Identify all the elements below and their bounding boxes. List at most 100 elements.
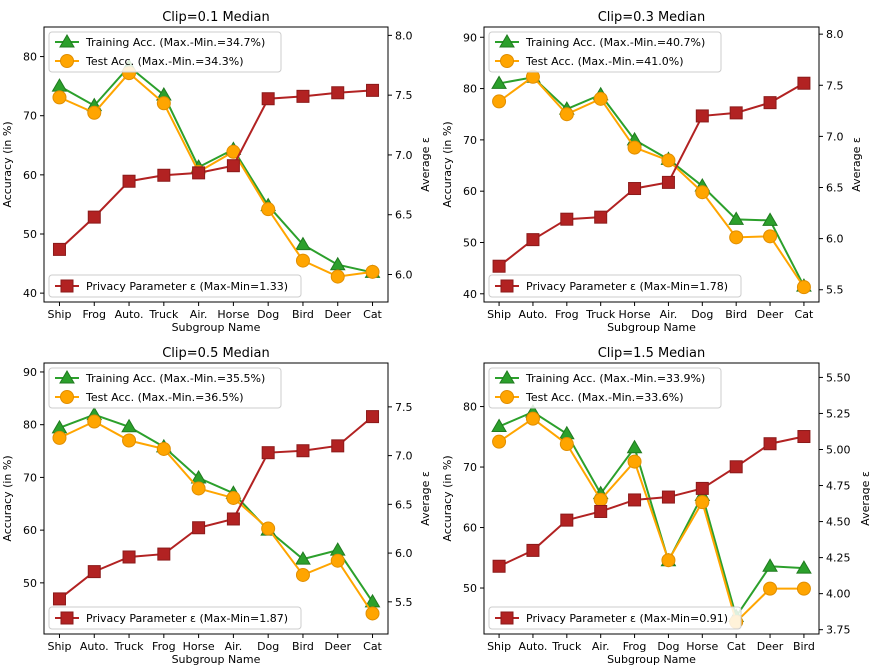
- chart-title: Clip=0.3 Median: [598, 10, 706, 25]
- data-point: [330, 553, 345, 568]
- data-point: [261, 446, 275, 460]
- y-tick-label: 50: [463, 582, 477, 595]
- series-line: [498, 435, 805, 568]
- x-tick-label: Air.: [225, 640, 243, 653]
- legend-entry: Test Acc. (Max.-Min.=36.5%): [85, 391, 244, 404]
- y-axis-label: Accuracy (in %): [1, 121, 14, 207]
- y-tick-label: 80: [23, 51, 37, 64]
- y-tick-label: 90: [463, 31, 477, 44]
- data-point: [492, 94, 507, 109]
- x-tick-label: Dog: [691, 308, 713, 321]
- y-tick-label: 50: [23, 228, 37, 241]
- data-point: [661, 490, 675, 504]
- data-point: [558, 425, 575, 440]
- y2-tick-label: 7.5: [395, 89, 413, 102]
- legend-marker: [499, 34, 515, 48]
- data-point: [295, 551, 311, 565]
- legend-entry: Training Acc. (Max.-Min.=35.5%): [85, 372, 265, 385]
- legend-entry: Test Acc. (Max.-Min.=34.3%): [85, 55, 244, 68]
- y-tick-label: 80: [463, 83, 477, 96]
- legend-marker: [500, 390, 514, 404]
- data-point: [52, 242, 66, 256]
- series-2: [52, 414, 380, 621]
- data-point: [261, 521, 276, 536]
- y-tick-label: 80: [463, 401, 477, 414]
- data-point: [593, 492, 608, 507]
- plot-frame: [43, 362, 389, 635]
- x-tick-label: Frog: [152, 640, 176, 653]
- chart-panel-3: Clip=0.5 Median Ship Auto. Truck Frog Horse Ai…: [1, 346, 432, 666]
- x-tick-label: Cat: [363, 308, 382, 321]
- legend-entry: Training Acc. (Max.-Min.=40.7%): [525, 36, 705, 49]
- data-point: [365, 264, 380, 279]
- y2-tick-label: 5.5: [826, 284, 844, 297]
- x-tick-label: Bird: [292, 640, 314, 653]
- plot-frame: [483, 26, 820, 303]
- data-point: [157, 168, 171, 182]
- data-point: [492, 434, 507, 449]
- series-line: [59, 413, 374, 603]
- series-line: [58, 65, 373, 274]
- y-tick-label: 50: [463, 236, 477, 249]
- x-tick-label: Auto.: [80, 640, 109, 653]
- data-point: [492, 559, 506, 573]
- data-point: [695, 481, 709, 495]
- data-point: [797, 430, 811, 444]
- y-tick-label: 70: [23, 471, 37, 484]
- x-tick-label: Truck: [551, 640, 582, 653]
- plot-frame: [43, 26, 389, 303]
- y-tick-label: 80: [23, 419, 37, 432]
- x-tick-label: Frog: [82, 308, 106, 321]
- x-tick-label: Horse: [686, 640, 718, 653]
- legend-box: [48, 31, 282, 73]
- x-axis-label: Subgroup Name: [607, 653, 696, 666]
- x-tick-label: Air.: [660, 308, 678, 321]
- data-point: [661, 153, 676, 168]
- data-point: [763, 437, 777, 451]
- y2-tick-label: 4.00: [826, 588, 851, 601]
- data-point: [729, 460, 743, 474]
- data-point: [695, 495, 710, 510]
- legend-top: Training Acc. (Max.-Min.=34.7%) Test Acc.…: [48, 31, 282, 73]
- x-tick-label: Dog: [257, 640, 279, 653]
- data-point: [796, 280, 811, 295]
- data-point: [156, 96, 171, 111]
- data-point: [87, 105, 102, 120]
- y-tick-label: 90: [23, 366, 37, 379]
- data-point: [191, 481, 206, 496]
- data-point: [331, 439, 345, 453]
- data-point: [261, 92, 275, 106]
- data-point: [296, 89, 310, 103]
- legend-bottom: Privacy Parameter ε (Max-Min=0.91): [488, 606, 742, 630]
- series-3: [52, 83, 380, 256]
- data-point: [52, 592, 66, 606]
- y2-axis-label: Average ε: [859, 471, 870, 526]
- data-point: [763, 229, 778, 244]
- series-2: [492, 69, 811, 295]
- data-point: [762, 212, 778, 226]
- plot-frame: [483, 362, 820, 635]
- y2-tick-label: 5.5: [395, 596, 413, 609]
- legend-bottom: Privacy Parameter ε (Max-Min=1.78): [488, 274, 742, 298]
- data-point: [192, 521, 206, 535]
- x-tick-label: Dog: [657, 640, 679, 653]
- data-point: [329, 542, 346, 556]
- x-tick-label: Auto.: [519, 640, 548, 653]
- y2-tick-label: 6.0: [826, 233, 844, 246]
- y2-tick-label: 7.0: [395, 149, 413, 162]
- x-tick-label: Air.: [592, 640, 610, 653]
- data-point: [593, 91, 608, 106]
- x-tick-label: Deer: [324, 640, 351, 653]
- y2-tick-label: 7.0: [395, 450, 413, 463]
- data-point: [797, 76, 811, 90]
- data-point: [330, 269, 345, 284]
- data-point: [560, 513, 574, 527]
- legend-marker: [500, 279, 514, 293]
- x-tick-label: Frog: [623, 640, 647, 653]
- x-tick-label: Dog: [257, 308, 279, 321]
- data-point: [122, 174, 136, 188]
- legend-box: [488, 31, 722, 73]
- y-axis-label: Accuracy (in %): [441, 455, 454, 541]
- data-point: [366, 83, 380, 97]
- x-tick-label: Cat: [795, 308, 814, 321]
